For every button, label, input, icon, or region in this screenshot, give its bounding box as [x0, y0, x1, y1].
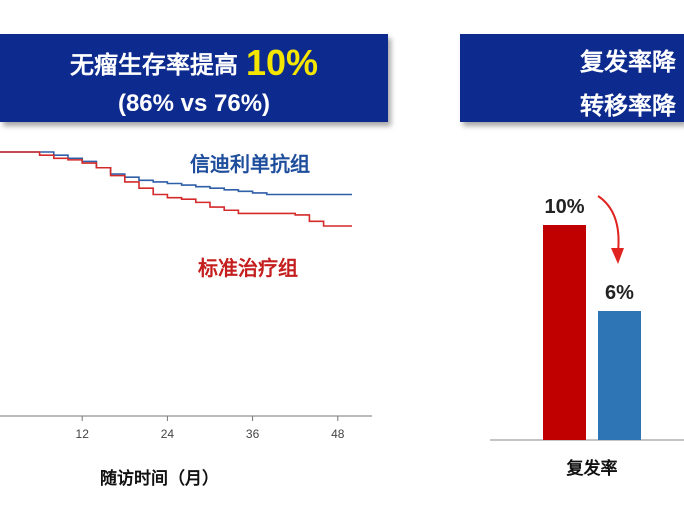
x-axis-ticks: 0 12 24 36 48	[0, 416, 345, 441]
right-title-banner: 复发率降 转移率降	[460, 34, 684, 122]
series-label-sintilimab: 信迪利单抗组	[190, 152, 310, 176]
x-tick-label: 0	[0, 427, 1, 441]
decrease-arrow-icon	[597, 195, 620, 253]
banner-highlight: 10%	[245, 42, 319, 83]
bar-recurrence-control	[543, 225, 586, 440]
recurrence-bar-chart: 10% 6% 复发率	[490, 195, 684, 479]
series-label-standard: 标准治疗组	[198, 256, 298, 280]
x-axis-label: 随访时间（月）	[100, 468, 219, 489]
bar-value-label: 6%	[605, 282, 634, 304]
bar-recurrence-sintilimab	[598, 311, 641, 440]
banner-title-line: 无瘤生存率提高 10%	[0, 42, 388, 84]
banner-right-line1: 复发率降	[580, 48, 676, 76]
banner-title: 无瘤生存率提高	[69, 51, 238, 79]
left-title-banner: 无瘤生存率提高 10% (86% vs 76%)	[0, 34, 388, 122]
bar-value-label: 10%	[544, 196, 584, 218]
series-line-standard	[0, 151, 352, 227]
x-tick-label: 36	[246, 427, 260, 441]
survival-lines	[0, 151, 352, 227]
decrease-arrow-head-icon	[611, 248, 624, 264]
x-tick-label: 24	[161, 427, 175, 441]
banner-right-line2: 转移率降	[580, 92, 676, 120]
bar-marks: 10% 6%	[543, 196, 641, 440]
bar-category-label: 复发率	[566, 458, 618, 479]
banner-subtitle: (86% vs 76%)	[117, 90, 271, 117]
survival-curve-chart: 0 12 24 36 48 信迪利单抗组 标准治疗组 随访时间（月）	[0, 151, 372, 489]
x-tick-label: 48	[331, 427, 345, 441]
x-tick-label: 12	[76, 427, 90, 441]
